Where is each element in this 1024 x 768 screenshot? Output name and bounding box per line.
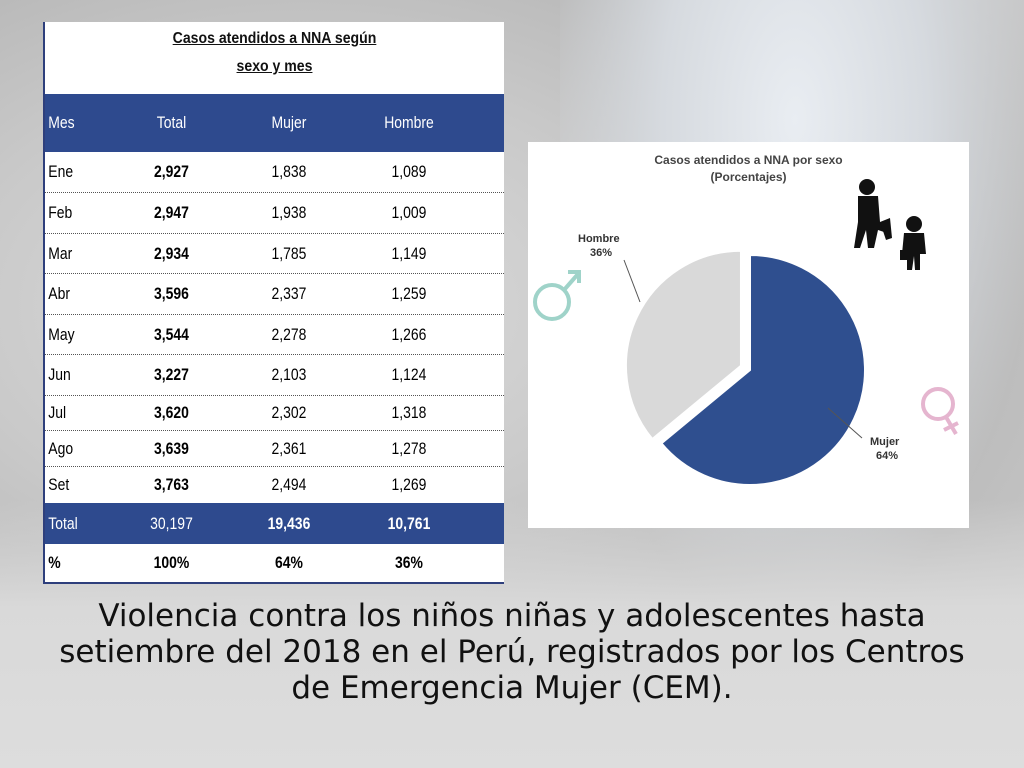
cell-month: Mar: [48, 243, 73, 263]
male-symbol-icon: [533, 270, 581, 321]
table-row: Jul 3,620 2,302 1,318: [45, 396, 504, 431]
total-mujer: 19,436: [267, 513, 311, 533]
cell-mujer: 1,838: [271, 162, 307, 181]
cell-mujer: 2,494: [271, 475, 307, 494]
cell-month: May: [48, 324, 75, 344]
cell-mujer: 2,302: [271, 403, 307, 422]
slide-caption: Violencia contra los niños niñas y adole…: [59, 598, 965, 706]
table-row: Ago 3,639 2,361 1,278: [45, 431, 504, 467]
mujer-label: Mujer 64%: [870, 435, 899, 463]
cases-table: Casos atendidos a NNA según sexo y mes M…: [43, 22, 504, 584]
cell-total: 3,596: [154, 284, 189, 303]
female-symbol-icon: [921, 387, 959, 436]
cell-hombre: 1,269: [391, 475, 427, 494]
cell-total: 2,934: [154, 243, 189, 263]
pie-slice-mujer: [659, 253, 866, 486]
header-total: Total: [156, 113, 187, 132]
table-header-row: Mes Total Mujer Hombre: [45, 94, 504, 152]
table-row: May 3,544 2,278 1,266: [45, 315, 504, 355]
table-row: Feb 2,947 1,938 1,009: [45, 193, 504, 234]
header-mujer: Mujer: [271, 113, 307, 132]
cell-mujer: 2,278: [271, 324, 307, 344]
cell-hombre: 1,266: [391, 324, 427, 344]
mujer-label-name: Mujer: [870, 436, 900, 448]
cell-mujer: 2,361: [271, 438, 307, 458]
percent-mujer: 64%: [275, 553, 303, 572]
cell-month: Ago: [48, 438, 74, 458]
chart-subtitle: (Porcentajes): [710, 170, 787, 184]
cell-mujer: 2,337: [271, 284, 307, 303]
cell-hombre: 1,318: [391, 403, 427, 422]
total-label: Total: [48, 513, 78, 533]
cell-mujer: 2,103: [271, 365, 307, 384]
table-row: Set 3,763 2,494 1,269: [45, 467, 504, 503]
cell-month: Abr: [48, 284, 70, 303]
chart-title: Casos atendidos a NNA por sexo (Porcenta…: [528, 152, 969, 186]
pie-chart-panel: Casos atendidos a NNA por sexo (Porcenta…: [528, 142, 969, 528]
cell-total: 3,763: [154, 475, 189, 494]
cell-total: 2,927: [154, 162, 189, 181]
cell-hombre: 1,124: [391, 365, 427, 384]
cell-total: 3,639: [154, 438, 189, 458]
cell-mujer: 1,938: [271, 203, 307, 222]
total-hombre: 10,761: [387, 513, 431, 533]
cell-month: Feb: [48, 203, 73, 222]
hombre-label-name: Hombre: [578, 233, 620, 245]
mujer-label-pct: 64%: [876, 450, 899, 462]
pie-chart: [623, 249, 866, 486]
cell-total: 3,227: [154, 365, 189, 384]
cell-hombre: 1,259: [391, 284, 427, 303]
table-title: Casos atendidos a NNA según sexo y mes: [45, 22, 504, 94]
percent-total: 100%: [153, 553, 190, 572]
total-all: 30,197: [150, 513, 193, 533]
table-percent-row: % 100% 64% 36%: [45, 544, 504, 582]
cell-month: Ene: [48, 162, 74, 181]
table-row: Jun 3,227 2,103 1,124: [45, 355, 504, 396]
chart-title-text: Casos atendidos a NNA por sexo: [654, 153, 843, 167]
cell-month: Set: [48, 475, 70, 494]
table-total-row: Total 30,197 19,436 10,761: [45, 503, 504, 544]
table-row: Abr 3,596 2,337 1,259: [45, 274, 504, 315]
table-title-line2: sexo y mes: [236, 58, 313, 75]
cell-month: Jul: [48, 403, 67, 422]
cell-hombre: 1,009: [391, 203, 427, 222]
table-title-line1: Casos atendidos a NNA según: [172, 30, 377, 47]
cell-month: Jun: [48, 365, 71, 384]
hombre-label: Hombre 36%: [578, 232, 620, 260]
cell-hombre: 1,089: [391, 162, 427, 181]
cell-mujer: 1,785: [271, 243, 307, 263]
children-silhouette-icon: [854, 179, 926, 270]
header-hombre: Hombre: [384, 113, 434, 132]
cell-total: 3,544: [154, 324, 189, 344]
percent-hombre: 36%: [395, 553, 423, 572]
header-mes: Mes: [48, 113, 75, 132]
percent-label: %: [48, 553, 61, 572]
table-row: Mar 2,934 1,785 1,149: [45, 234, 504, 274]
table-row: Ene 2,927 1,838 1,089: [45, 152, 504, 193]
cell-hombre: 1,278: [391, 438, 427, 458]
cell-total: 2,947: [154, 203, 189, 222]
pie-slice-hombre: [624, 249, 742, 441]
leader-line: [827, 407, 863, 439]
cell-total: 3,620: [154, 403, 189, 422]
hombre-label-pct: 36%: [590, 247, 613, 259]
leader-line: [623, 259, 641, 303]
cell-hombre: 1,149: [391, 243, 427, 263]
